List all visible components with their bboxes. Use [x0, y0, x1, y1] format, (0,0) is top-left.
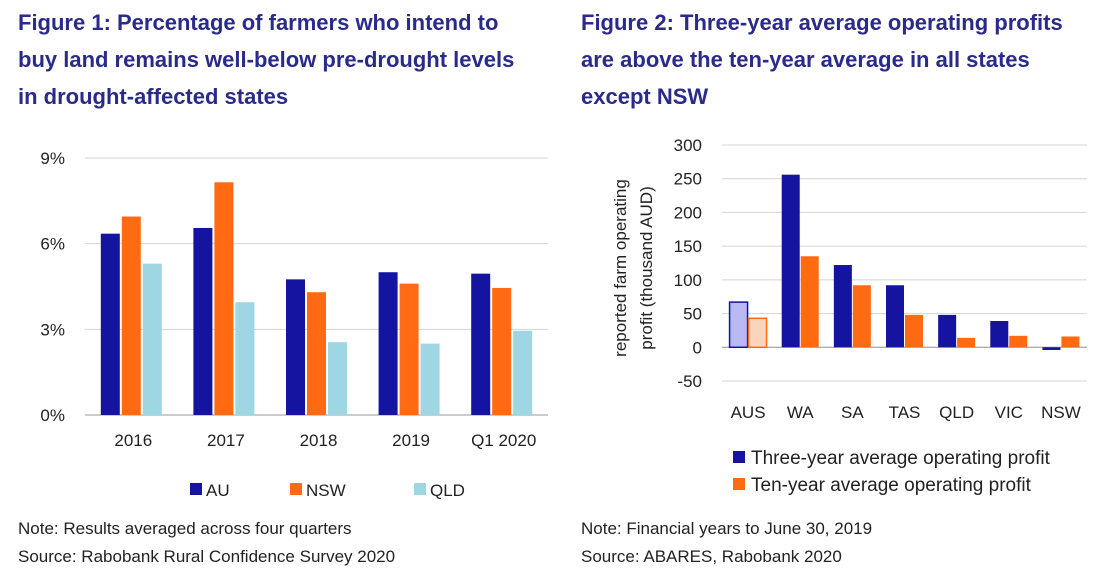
bar-three-year	[728, 301, 749, 349]
y-tick-label: 250	[674, 170, 702, 189]
y-tick-label: 3%	[40, 320, 65, 339]
bar-ten-year	[905, 314, 923, 348]
bar-qld	[513, 330, 533, 415]
legend-swatch	[733, 451, 745, 463]
figure2-note: Note: Financial years to June 30, 2019	[581, 519, 873, 538]
x-tick-label: Q1 2020	[471, 431, 536, 450]
y-tick-label: 150	[674, 237, 702, 256]
x-tick-label: 2016	[114, 431, 152, 450]
bar-qld	[420, 343, 440, 415]
figure1-title-line: in drought-affected states	[18, 84, 289, 109]
bar-ten-year	[747, 317, 768, 349]
bar-ten-year	[1061, 336, 1080, 348]
y-tick-label: 300	[674, 136, 702, 155]
bar-nsw	[121, 216, 141, 415]
bar-au	[100, 233, 120, 415]
figure2-title-line: except NSW	[581, 84, 709, 109]
y-tick-label: 100	[674, 271, 702, 290]
bar-ten-year	[852, 285, 871, 348]
y-tick-label: 6%	[40, 235, 65, 254]
x-tick-label: QLD	[939, 403, 974, 422]
x-tick-label: AUS	[731, 403, 766, 422]
bar-qld	[328, 342, 347, 415]
figure1-notes: Note: Results averaged across four quart…	[18, 515, 395, 571]
x-tick-label: 2017	[207, 431, 245, 450]
figure1-title-line: Figure 1: Percentage of farmers who inte…	[18, 10, 499, 35]
bar-au	[471, 273, 491, 415]
x-tick-label: 2019	[392, 431, 430, 450]
legend-label: NSW	[306, 481, 346, 500]
bar-qld	[142, 263, 162, 415]
bar-nsw	[399, 283, 419, 415]
legend-swatch	[290, 483, 302, 495]
x-tick-label: VIC	[995, 403, 1023, 422]
legend-label: AU	[206, 481, 230, 500]
y-axis-label: profit (thousand AUD)	[637, 186, 656, 349]
bar-nsw	[214, 182, 234, 415]
x-tick-label: 2018	[300, 431, 338, 450]
legend-swatch	[190, 483, 202, 495]
x-tick-label: SA	[841, 403, 864, 422]
x-tick-label: NSW	[1041, 403, 1081, 422]
legend-swatch	[414, 483, 426, 495]
legend-label: Three-year average operating profit	[751, 448, 1051, 469]
figure2-source: Source: ABARES, Rabobank 2020	[581, 547, 842, 566]
y-tick-label: 0%	[40, 406, 65, 425]
bar-three-year	[833, 265, 852, 348]
figure1-note: Note: Results averaged across four quart…	[18, 519, 352, 538]
y-tick-label: -50	[677, 372, 702, 391]
figure1-chart: 0% 3% 6% 9% 2016 2017 2018 2019 Q1 2020 AU NSW QLD	[40, 149, 548, 500]
figure2-title-line: are above the ten-year average in all st…	[581, 47, 1030, 72]
bar-ten-year	[957, 337, 976, 348]
figure2-notes: Note: Financial years to June 30, 2019 S…	[581, 515, 872, 571]
figure2-title-line: Figure 2: Three-year average operating p…	[581, 10, 1063, 35]
bar-ten-year	[800, 256, 819, 348]
bar-three-year	[886, 285, 904, 348]
bar-qld	[235, 302, 255, 415]
legend-label: Ten-year average operating profit	[751, 475, 1032, 496]
bar-nsw	[492, 287, 512, 415]
figure1-title-line: buy land remains well-below pre-drought …	[18, 47, 515, 72]
y-tick-label: 0	[693, 338, 702, 357]
x-tick-label: WA	[787, 403, 814, 422]
bar-three-year	[938, 314, 957, 348]
y-tick-label: 200	[674, 203, 702, 222]
legend-swatch	[733, 478, 745, 490]
bar-three-year	[781, 174, 800, 348]
legend-label: QLD	[430, 481, 465, 500]
figure1-source: Source: Rabobank Rural Confidence Survey…	[18, 547, 396, 566]
y-tick-label: 50	[683, 305, 702, 324]
bar-au	[378, 272, 398, 415]
bar-ten-year	[1009, 335, 1028, 348]
y-axis-label: reported farm operating	[611, 179, 630, 357]
figure1-title: Figure 1: Percentage of farmers who inte…	[18, 4, 558, 115]
figure2-title: Figure 2: Three-year average operating p…	[581, 4, 1101, 115]
x-tick-label: TAS	[889, 403, 921, 422]
bar-au	[193, 227, 213, 415]
bar-three-year	[990, 320, 1009, 348]
bar-nsw	[307, 292, 326, 415]
bar-three-year	[1042, 347, 1061, 350]
figure2-chart: -50 0 50 100 150 200 250 300 AUS WA SA TAS QLD VIC NSW…	[611, 136, 1087, 496]
bar-au	[286, 279, 305, 415]
y-tick-label: 9%	[40, 149, 65, 168]
